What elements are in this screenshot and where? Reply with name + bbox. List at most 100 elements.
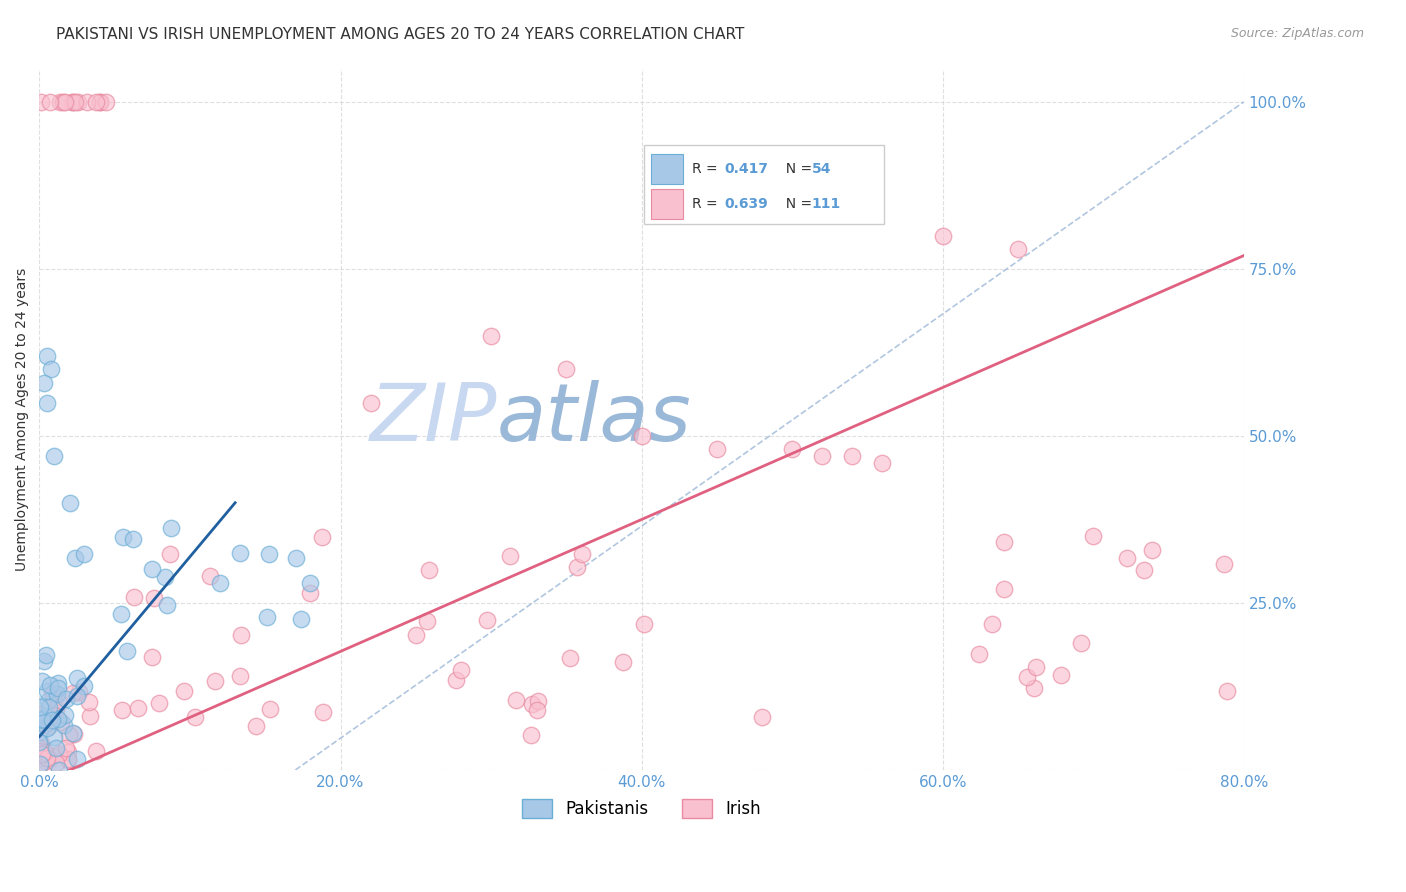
Point [160,520,183,534]
Point [527,693,550,707]
Point [127,701,149,715]
Point [46,712,69,726]
Point [49,715,72,730]
Point [520,728,543,742]
Point [418,563,440,577]
Point [76,95,98,109]
Point [48,763,70,777]
Point [39,95,62,109]
Point [45,702,67,716]
Point [53,707,76,722]
Point [30,725,52,739]
Point [143,591,166,605]
Text: atlas: atlas [498,380,692,458]
Point [58,753,80,767]
Point [89,95,111,109]
Text: 111: 111 [811,197,841,211]
Point [565,560,588,574]
Point [34,745,56,759]
Point [415,614,437,628]
Point [66,671,89,685]
Point [811,449,834,463]
Point [706,442,728,457]
Point [42,693,65,707]
Point [35,349,58,363]
Text: N =: N = [776,161,815,176]
Point [184,709,207,723]
Point [58,728,80,742]
Point [122,591,145,605]
Point [751,709,773,723]
Point [141,562,163,576]
Point [31,747,53,761]
Point [32,747,55,761]
Point [630,429,652,443]
Point [42,686,65,700]
Point [79,709,101,723]
Point [153,570,176,584]
Point [1133,563,1156,577]
Point [209,576,232,591]
Point [1083,529,1105,543]
Text: R =: R = [692,161,723,176]
Point [32,714,55,728]
Point [62,95,84,109]
Point [229,668,252,682]
Point [204,674,226,689]
Point [259,547,281,561]
Point [63,726,86,740]
Point [450,663,472,677]
Point [30,95,52,109]
Point [49,95,72,109]
Point [1140,542,1163,557]
Point [45,756,67,771]
Point [505,693,527,707]
Text: 54: 54 [811,161,831,176]
Point [499,549,522,563]
Point [67,685,90,699]
Point [1070,636,1092,650]
Y-axis label: Unemployment Among Ages 20 to 24 years: Unemployment Among Ages 20 to 24 years [15,268,30,571]
Point [35,718,58,732]
Point [35,648,58,662]
Point [558,651,581,665]
Point [28,707,51,722]
Point [35,708,58,723]
Point [96,95,118,109]
Text: 0.639: 0.639 [724,197,768,211]
Point [77,695,100,709]
Point [35,754,58,768]
Point [1049,668,1071,682]
Text: 0.417: 0.417 [724,161,769,176]
Point [110,607,132,622]
Point [72,679,94,693]
Point [633,616,655,631]
Point [159,547,181,561]
Point [53,95,76,109]
Point [112,530,135,544]
Point [28,756,51,771]
Point [62,686,84,700]
Point [45,741,67,756]
Point [111,703,134,717]
Point [980,616,1002,631]
Point [46,676,69,690]
Point [993,534,1015,549]
Point [63,550,86,565]
Point [41,713,63,727]
Point [38,700,60,714]
Point [284,551,307,566]
Point [28,735,51,749]
Point [55,691,77,706]
Point [121,533,143,547]
Point [46,681,69,695]
Point [44,449,66,463]
Point [290,612,312,626]
Point [259,702,281,716]
Point [931,228,953,243]
Point [571,547,593,561]
Point [444,673,467,688]
Point [55,741,77,756]
Point [477,613,499,627]
Point [28,740,51,755]
